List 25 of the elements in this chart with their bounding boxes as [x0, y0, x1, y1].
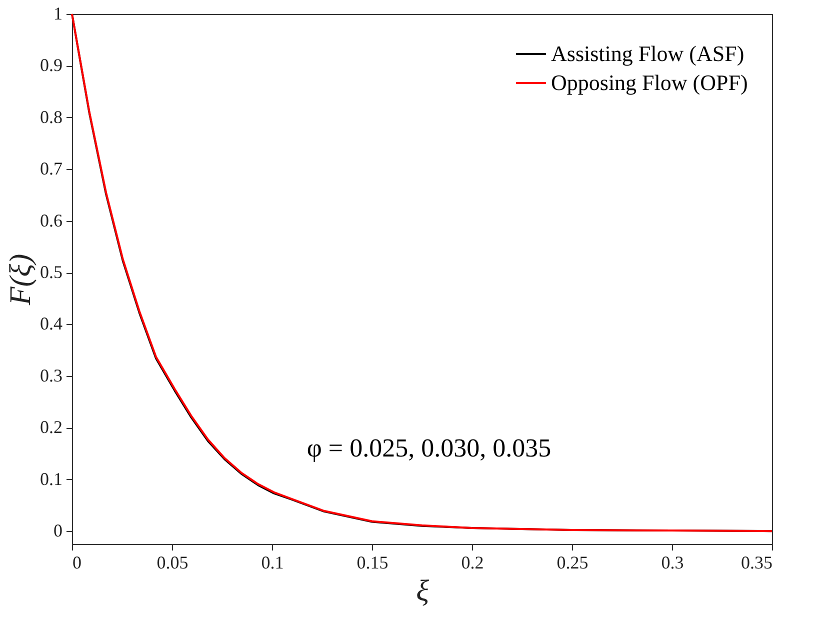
y-tick-label: 0.3 — [40, 365, 62, 386]
x-tick-label: 0.3 — [661, 552, 684, 572]
x-tick-label: 0.2 — [461, 552, 484, 572]
x-tick-label: 0.25 — [556, 552, 588, 572]
x-tick-label: 0.35 — [741, 552, 772, 572]
legend-label: Opposing Flow (OPF) — [551, 70, 748, 95]
y-tick-label: 0.5 — [40, 262, 62, 282]
y-tick-label: 0.8 — [40, 106, 62, 127]
y-tick-label: 0.9 — [40, 55, 62, 76]
annotation: φ = 0.025, 0.030, 0.035 — [306, 434, 552, 463]
x-tick-label: 0.05 — [156, 552, 188, 572]
y-tick-label: 0.1 — [40, 468, 62, 489]
y-tick-label: 0.2 — [40, 417, 62, 438]
y-tick-label: 0.4 — [40, 314, 62, 334]
line-series — [71, 13, 773, 532]
x-axis-title: ξ — [416, 574, 430, 608]
y-tick-label: 0.7 — [40, 158, 62, 179]
legend-label: Assisting Flow (ASF) — [551, 41, 744, 66]
y-tick-label: 1 — [54, 4, 62, 24]
x-tick-label: 0.15 — [356, 552, 388, 572]
y-axis-title: F(ξ) — [4, 254, 37, 306]
y-tick-label: 0 — [54, 520, 62, 541]
x-tick-label: 0.1 — [261, 552, 284, 572]
y-tick-label: 0.6 — [40, 210, 62, 230]
x-tick-label: 0 — [72, 552, 82, 572]
